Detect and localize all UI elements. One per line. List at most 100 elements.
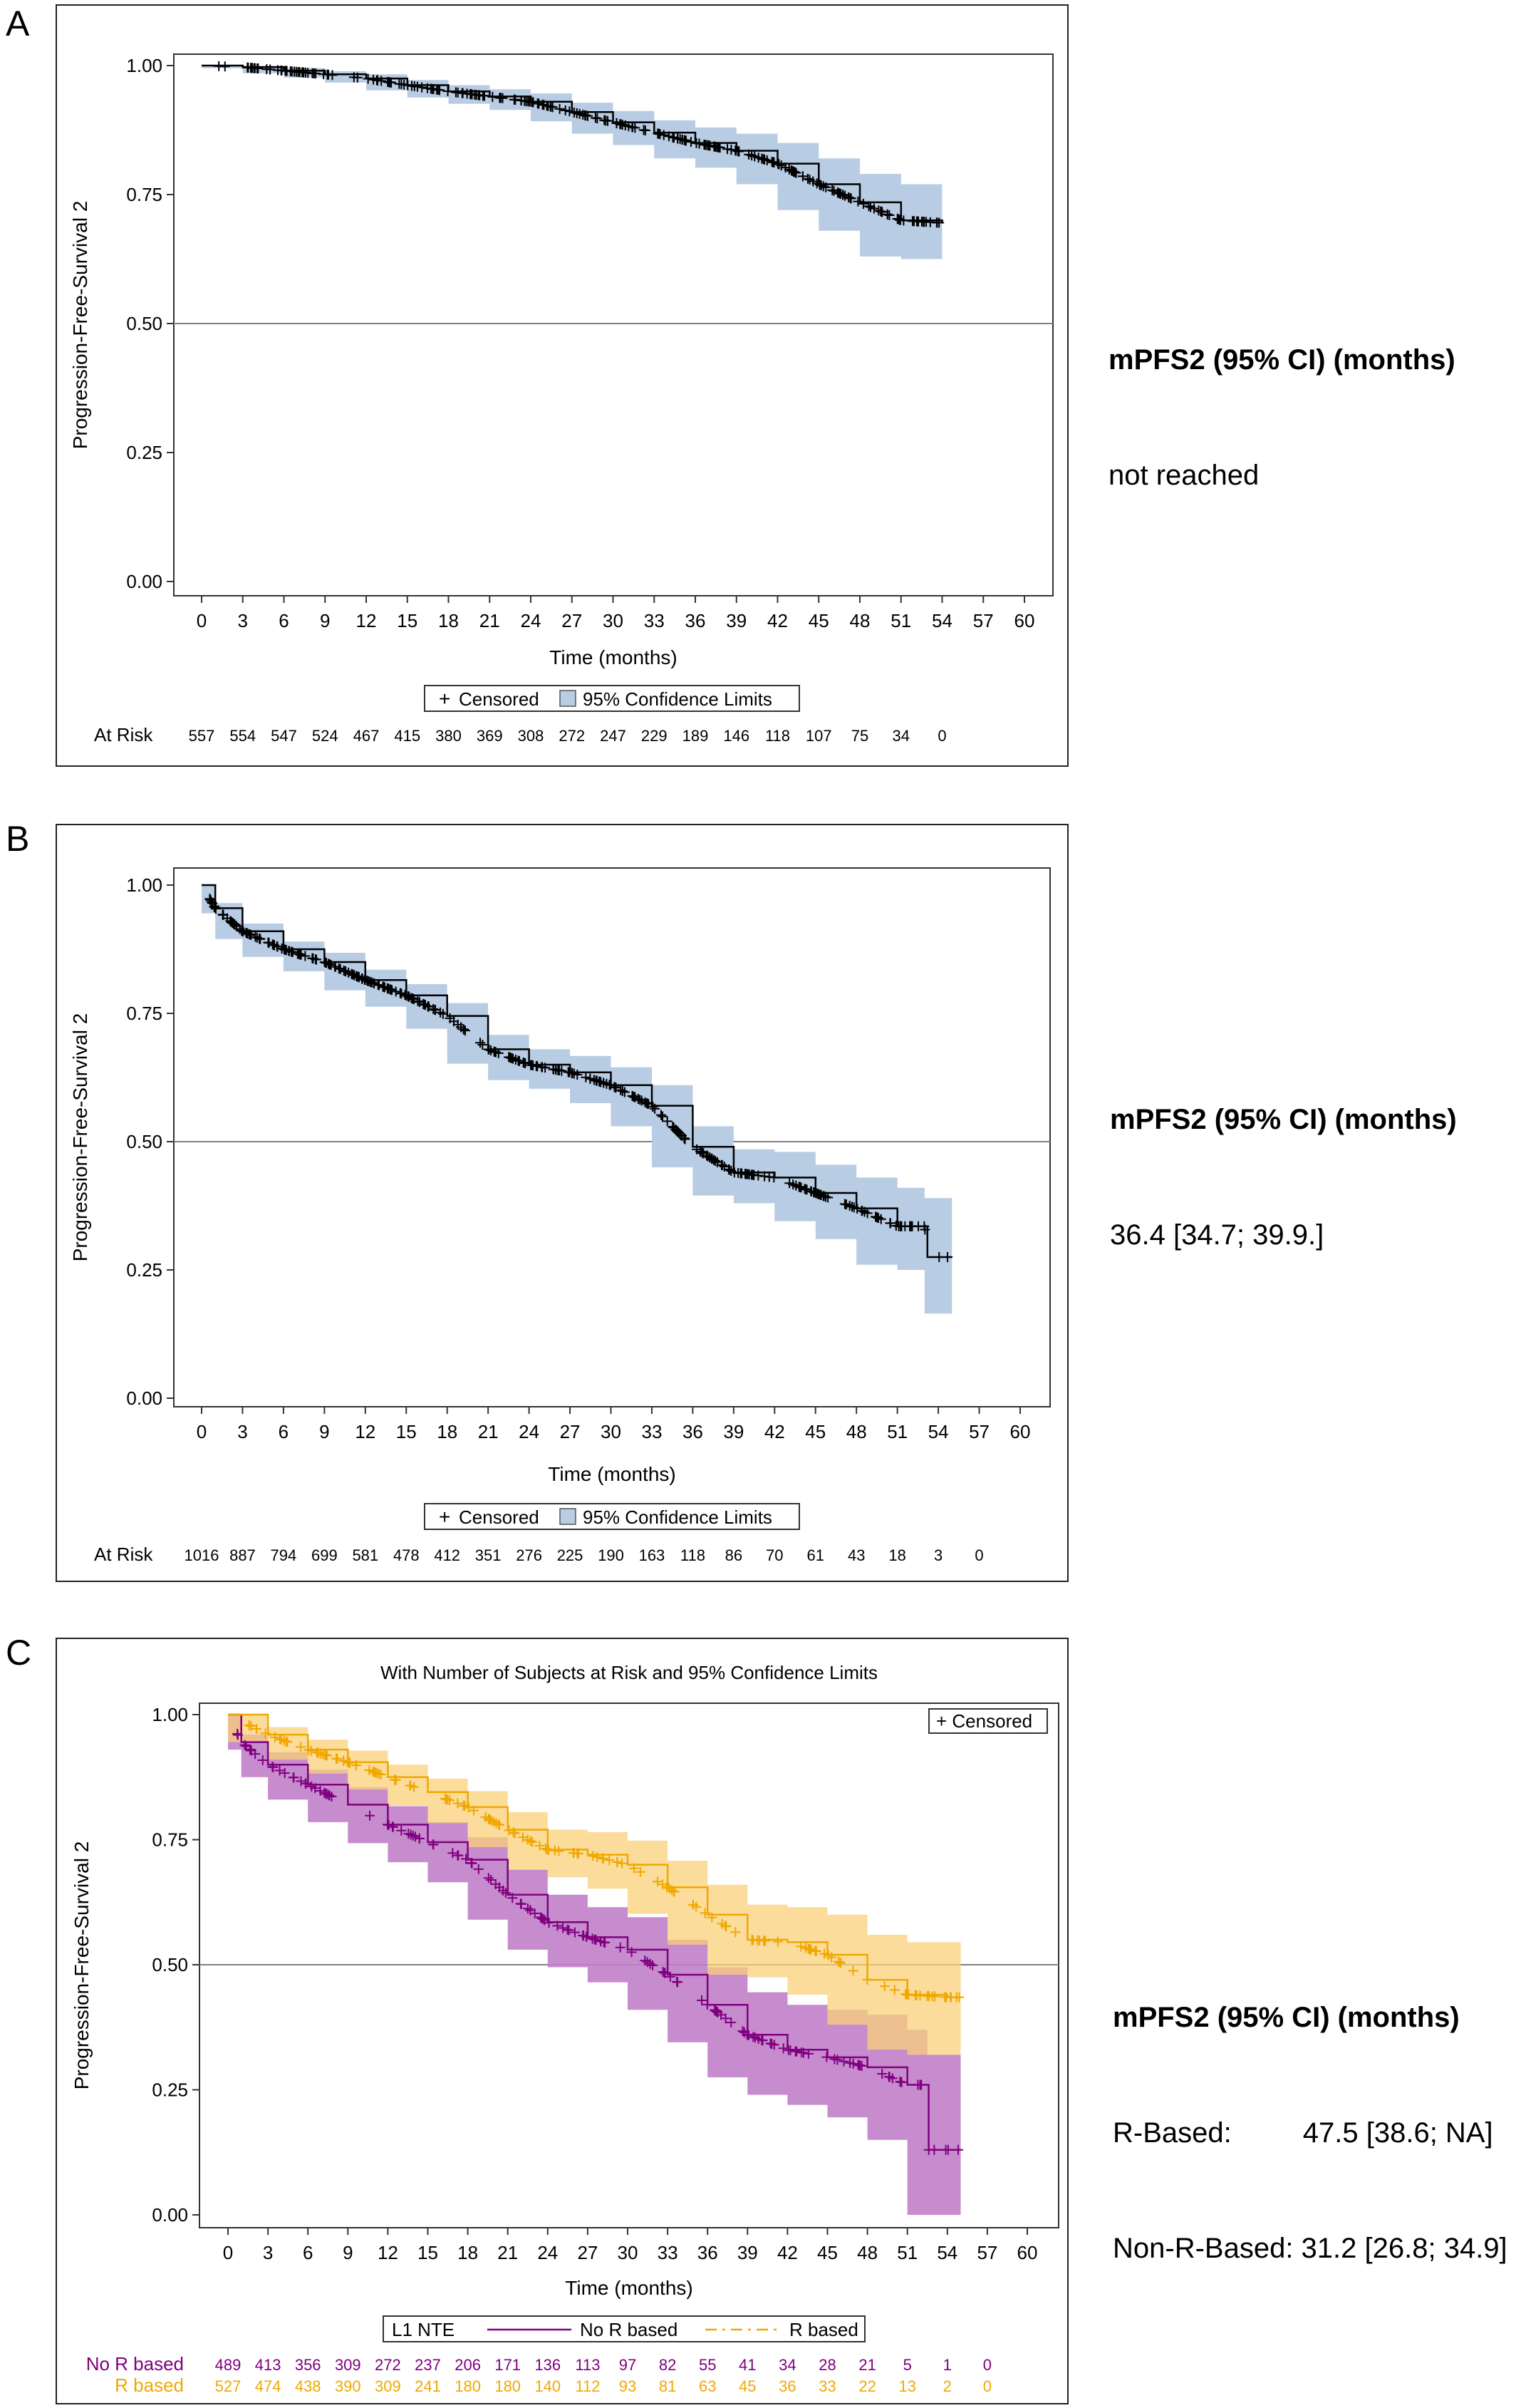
panel-a-x-tick-label: 24 — [521, 610, 541, 631]
panel-c-censor-mark — [826, 1952, 837, 1963]
panel-b-censor-mark — [871, 1211, 882, 1222]
panel-c-at-risk-value: 171 — [494, 2356, 521, 2374]
panel-b-censor-mark — [900, 1221, 910, 1231]
panel-a-at-risk-value: 524 — [312, 727, 338, 745]
panel-c-censor-mark — [343, 1757, 354, 1768]
panel-b-censor-mark — [564, 1067, 575, 1078]
panel-a-x-tick-label: 60 — [1014, 610, 1035, 631]
panel-c-censor-mark — [726, 2017, 737, 2027]
panel-a-censor-mark — [709, 141, 720, 152]
panel-c-x-tick-label: 15 — [417, 2242, 438, 2263]
panel-c-censor-mark — [712, 2006, 722, 2017]
panel-b-x-tick-label: 0 — [197, 1421, 207, 1442]
panel-c-censor-mark — [538, 1913, 549, 1924]
panel-b-censor-mark — [418, 999, 429, 1010]
panel-a-censor-mark — [510, 94, 521, 105]
panel-a-at-risk-label: At Risk — [94, 724, 153, 745]
panel-c-censor-mark — [743, 2030, 754, 2040]
panel-a-ci-band-0 — [202, 66, 943, 259]
panel-b-at-risk-value: 3 — [934, 1546, 943, 1564]
panel-c-at-risk-value: 112 — [575, 2377, 600, 2395]
panel-b-censor-mark — [658, 1111, 668, 1122]
panel-c-at-risk-value: 206 — [455, 2356, 481, 2374]
panel-c-censor-mark — [778, 2043, 789, 2054]
panel-c-censor-mark — [405, 1829, 416, 1840]
panel-c-censor-mark — [257, 1755, 268, 1766]
mpfs2-header-a: mPFS2 (95% CI) (months) — [1109, 344, 1455, 376]
panel-c-at-risk-value: 113 — [575, 2356, 600, 2374]
mpfs2-value-a: not reached — [1109, 460, 1260, 491]
panel-c-censor-mark — [604, 1855, 615, 1866]
panel-c-censor-mark — [757, 2035, 768, 2046]
panel-c-censor-mark — [468, 1805, 479, 1816]
panel-c-censor-mark — [518, 1832, 529, 1843]
panel-c-censor-mark — [483, 1873, 494, 1883]
panel-c-y-axis-label: Progression-Free-Survival 2 — [71, 1841, 93, 2090]
panel-c-censor-mark — [617, 1858, 628, 1869]
panel-b-censor-mark — [484, 1044, 494, 1055]
panel-b-x-tick-label: 45 — [805, 1421, 826, 1442]
panel-a-censor-mark — [767, 157, 777, 167]
panel-c-at-risk-value: 0 — [983, 2377, 992, 2395]
panel-c-censor-mark — [834, 1956, 844, 1967]
panel-b-censor-mark — [324, 959, 335, 970]
panel-b-x-tick-label: 39 — [723, 1421, 744, 1442]
panel-b-censor-mark — [759, 1171, 770, 1182]
panel-letter-c: C — [6, 1633, 32, 1673]
panel-a-censor-mark — [620, 120, 630, 130]
panel-c-censor-mark — [484, 1814, 494, 1824]
panel-c-x-tick-label: 0 — [223, 2242, 233, 2263]
panel-a-at-risk-value: 415 — [394, 727, 420, 745]
panel-a-legend-censor-symbol: + — [439, 688, 450, 710]
panel-a-censor-mark — [685, 137, 696, 148]
panel-c-inset-legend-box — [928, 1708, 1048, 1734]
panel-b-x-tick-label: 18 — [437, 1421, 457, 1442]
panel-b-censor-mark — [401, 990, 412, 1001]
panel-b-plot-area — [173, 867, 1051, 1407]
panel-c-censor-mark — [315, 1748, 326, 1759]
panel-b-x-tick-label: 27 — [560, 1421, 581, 1442]
panel-c-at-risk-value: 82 — [659, 2356, 676, 2374]
panel-b-censor-mark — [359, 974, 370, 985]
panel-c-at-risk-value: 36 — [779, 2377, 796, 2395]
panel-b-censor-mark — [815, 1189, 826, 1200]
panel-c-censor-mark — [803, 2048, 814, 2059]
panel-b-censor-mark — [769, 1172, 779, 1183]
panel-a-censor-mark — [679, 135, 690, 145]
panel-b-censor-mark — [806, 1186, 816, 1197]
panel-b-y-tick-label: 0.50 — [126, 1131, 162, 1152]
panel-c-censor-mark — [534, 1840, 545, 1851]
panel-b-censor-mark — [428, 1003, 439, 1014]
panel-a-censor-mark — [699, 139, 710, 150]
panel-c-at-risk-value: 489 — [215, 2356, 242, 2374]
panel-b-y-tick-label: 0.25 — [126, 1259, 162, 1281]
panel-b-x-tick-label: 57 — [969, 1421, 990, 1442]
panel-b-censor-mark — [697, 1147, 708, 1158]
panel-b-x-tick-label: 60 — [1010, 1421, 1031, 1442]
panel-b-x-tick-label: 21 — [478, 1421, 499, 1442]
panel-a-x-tick-label: 12 — [356, 610, 377, 631]
panel-c-x-tick-label: 60 — [1017, 2242, 1038, 2263]
panel-c-censor-mark — [862, 1974, 873, 1985]
panel-c-censor-mark — [839, 2056, 849, 2067]
panel-b-censor-mark — [218, 909, 229, 920]
panel-c-censor-mark — [375, 1769, 386, 1780]
panel-c-y-tick-label: 0.75 — [152, 1829, 188, 1851]
panel-a-censor-mark — [762, 155, 772, 165]
panel-c-at-risk-value: 34 — [779, 2356, 796, 2374]
panel-b-censor-mark — [617, 1085, 628, 1096]
panel-c-censor-mark — [241, 1741, 251, 1752]
panel-b-y-tick-label: 0.75 — [126, 1003, 162, 1024]
panel-c-censor-mark — [491, 1818, 502, 1829]
panel-a-censor-mark — [934, 217, 945, 228]
panel-c-censor-mark — [428, 1839, 439, 1850]
panel-c-censor-mark — [658, 1966, 668, 1977]
panel-c-censor-mark — [408, 1782, 419, 1792]
panel-b-at-risk-value: 887 — [229, 1546, 256, 1564]
panel-c-censor-mark — [522, 1903, 533, 1914]
panel-c-censor-mark — [279, 1768, 290, 1779]
panel-a-x-tick-label: 51 — [891, 610, 911, 631]
panel-c-censor-mark — [665, 1971, 675, 1982]
panel-c-censor-mark — [516, 1898, 526, 1909]
panel-a-censor-mark — [417, 82, 427, 93]
